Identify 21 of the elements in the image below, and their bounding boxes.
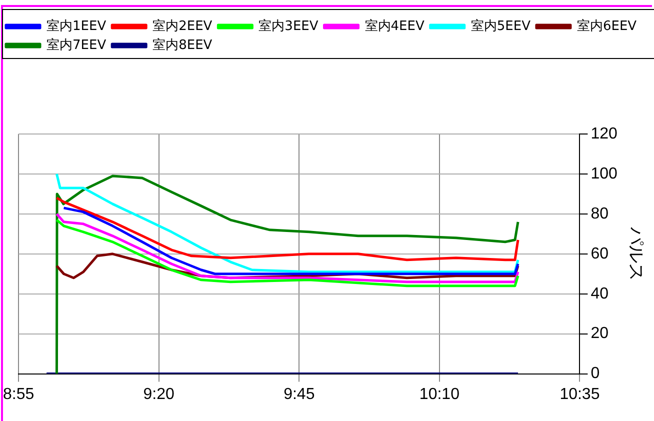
legend-label: 室内3EEV: [258, 18, 318, 34]
y-tick-label: 120: [590, 125, 618, 142]
legend-label: 室内4EEV: [364, 18, 424, 34]
x-tick-label: 10:10: [419, 386, 460, 403]
x-tick-label: 9:45: [284, 386, 315, 403]
legend-label: 室内8EEV: [152, 36, 212, 53]
y-tick-label: 0: [590, 365, 600, 382]
legend-label: 室内7EEV: [46, 36, 106, 53]
y-tick-label: 80: [590, 205, 609, 222]
legend-label: 室内5EEV: [470, 18, 531, 34]
y-axis-title: パルス: [626, 226, 647, 281]
y-tick-label: 20: [590, 325, 609, 342]
x-tick-label: 9:20: [143, 386, 175, 403]
legend-label: 室内2EEV: [152, 18, 212, 34]
legend-label: 室内1EEV: [46, 18, 106, 34]
y-tick-label: 100: [590, 165, 618, 182]
y-tick-label: 60: [590, 245, 609, 262]
x-tick-label: 10:35: [560, 386, 600, 403]
x-tick-label: 8:55: [3, 386, 34, 403]
y-tick-label: 40: [590, 285, 609, 302]
legend-label: 室内6EEV: [576, 18, 637, 34]
